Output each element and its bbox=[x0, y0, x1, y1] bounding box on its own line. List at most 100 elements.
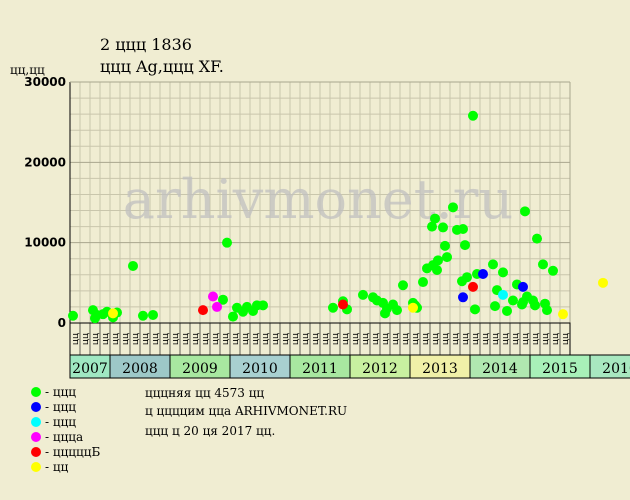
x-tick-label: цц bbox=[151, 333, 161, 345]
x-tick-label: цц bbox=[501, 333, 511, 345]
x-tick-label: цц bbox=[241, 333, 251, 345]
legend-label: - цццa bbox=[45, 430, 83, 444]
x-tick-label: цц bbox=[331, 333, 341, 345]
legend-marker bbox=[31, 462, 41, 472]
data-point bbox=[432, 264, 442, 275]
data-point bbox=[228, 311, 238, 322]
data-point bbox=[530, 300, 540, 311]
x-tick-label: цц bbox=[201, 333, 211, 345]
data-point bbox=[558, 309, 568, 320]
legend-marker bbox=[31, 432, 41, 442]
x-tick-label: цц bbox=[411, 333, 421, 345]
x-tick-label: цц bbox=[161, 333, 171, 345]
data-point bbox=[517, 299, 527, 310]
data-point bbox=[398, 280, 408, 291]
data-point bbox=[418, 277, 428, 288]
data-point bbox=[502, 305, 512, 316]
x-tick-label: цц bbox=[291, 333, 301, 345]
data-point bbox=[518, 281, 528, 292]
x-tick-label: цц bbox=[221, 333, 231, 345]
data-point bbox=[258, 300, 268, 311]
legend-label: - цццццБ bbox=[45, 445, 100, 459]
x-tick-label: цц bbox=[131, 333, 141, 345]
x-tick-label: цц bbox=[531, 333, 541, 345]
x-tick-label: цц bbox=[181, 333, 191, 345]
data-point bbox=[68, 310, 78, 321]
data-point bbox=[430, 213, 440, 224]
year-label: 2014 bbox=[482, 361, 518, 377]
data-point bbox=[442, 252, 452, 263]
x-tick-label: цц bbox=[341, 333, 351, 345]
data-point bbox=[148, 309, 158, 320]
x-tick-label: цц bbox=[511, 333, 521, 345]
data-point bbox=[448, 202, 458, 213]
data-point bbox=[478, 268, 488, 279]
x-tick-label: цц bbox=[111, 333, 121, 345]
legend-marker bbox=[31, 387, 41, 397]
x-tick-label: цц bbox=[271, 333, 281, 345]
year-cell bbox=[589, 354, 630, 379]
data-point bbox=[90, 313, 100, 324]
data-point bbox=[408, 302, 418, 313]
legend-label: - ццц bbox=[45, 400, 76, 414]
x-tick-label: цц bbox=[261, 333, 271, 345]
data-point bbox=[457, 276, 467, 287]
data-point bbox=[138, 310, 148, 321]
year-label: 2009 bbox=[182, 361, 218, 377]
data-point bbox=[208, 291, 218, 302]
data-point bbox=[108, 308, 118, 319]
x-tick-label: цц bbox=[121, 333, 131, 345]
legend-label: - ццц bbox=[45, 415, 76, 429]
data-point bbox=[538, 259, 548, 270]
year-label: 2011 bbox=[302, 361, 338, 377]
data-point bbox=[218, 294, 228, 305]
x-tick-label: цц bbox=[171, 333, 181, 345]
year-label: 2012 bbox=[362, 361, 398, 377]
data-point bbox=[198, 305, 208, 316]
y-axis-label: цц,цц bbox=[10, 63, 45, 77]
chart-subtitle: ццц Ag,ццц XF. bbox=[100, 57, 224, 76]
x-tick-label: цц bbox=[191, 333, 201, 345]
data-point bbox=[427, 221, 437, 232]
x-tick-label: цц bbox=[541, 333, 551, 345]
x-tick-label: цц bbox=[491, 333, 501, 345]
x-tick-label: цц bbox=[101, 333, 111, 345]
data-point bbox=[508, 295, 518, 306]
year-label: 2015 bbox=[542, 361, 578, 377]
data-point bbox=[490, 301, 500, 312]
x-tick-label: цц bbox=[471, 333, 481, 345]
year-label: 2016 bbox=[602, 361, 630, 377]
data-point bbox=[380, 308, 390, 319]
x-tick-label: цц bbox=[461, 333, 471, 345]
chart-title: 2 ццц 1836 bbox=[100, 35, 192, 54]
x-tick-label: цц bbox=[361, 333, 371, 345]
data-points bbox=[68, 110, 608, 324]
x-tick-label: цц bbox=[351, 333, 361, 345]
x-tick-label: цц bbox=[141, 333, 151, 345]
x-tick-label: цц bbox=[281, 333, 291, 345]
x-tick-label: цц bbox=[391, 333, 401, 345]
data-point bbox=[468, 281, 478, 292]
data-point bbox=[468, 110, 478, 121]
data-point bbox=[548, 265, 558, 276]
x-tick-label: цц bbox=[371, 333, 381, 345]
x-tick-label: цц bbox=[231, 333, 241, 345]
data-point bbox=[488, 259, 498, 270]
x-tick-label: цц bbox=[311, 333, 321, 345]
x-tick-label: цц bbox=[71, 333, 81, 345]
legend-marker bbox=[31, 417, 41, 427]
year-label: 2013 bbox=[422, 361, 458, 377]
x-tick-label: цц bbox=[91, 333, 101, 345]
data-point bbox=[498, 289, 508, 300]
note-date: ццц ц 20 ця 2017 цц. bbox=[145, 424, 275, 438]
data-point bbox=[212, 301, 222, 312]
data-point bbox=[458, 224, 468, 235]
y-tick-label: 10000 bbox=[24, 236, 66, 250]
x-tick-label: цц bbox=[251, 333, 261, 345]
y-tick-label: 0 bbox=[58, 316, 66, 330]
data-point bbox=[540, 298, 550, 309]
watermark: arhivmonet.ru bbox=[123, 168, 513, 231]
note-source: ц ццццим цца ARHIVMONET.RU bbox=[145, 404, 347, 418]
data-point bbox=[222, 237, 232, 248]
data-point bbox=[458, 292, 468, 303]
